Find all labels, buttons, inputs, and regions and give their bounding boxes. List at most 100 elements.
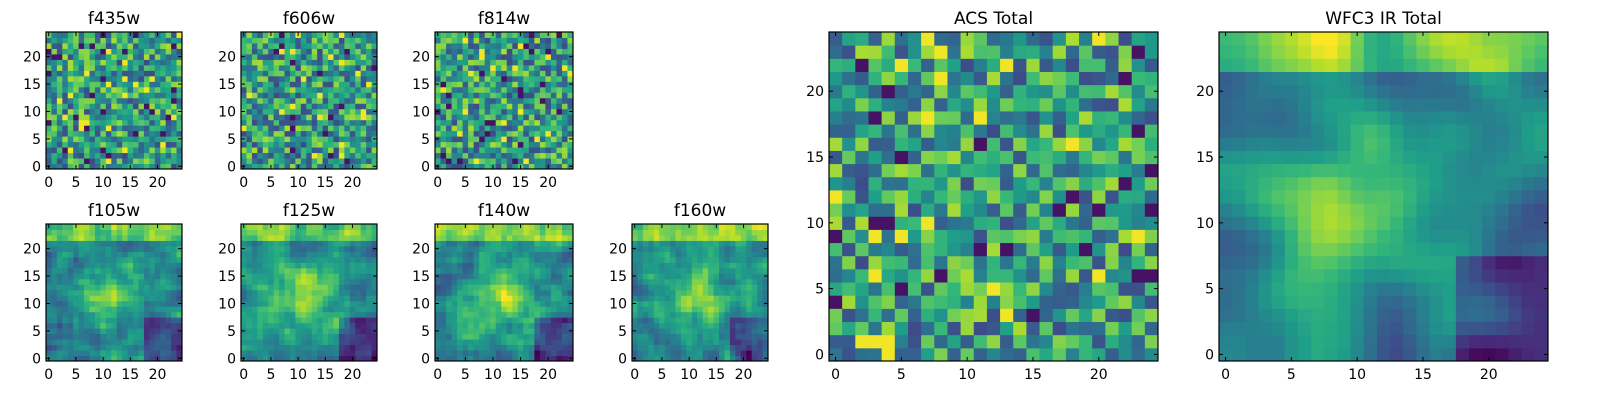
heatmap-cell: [338, 70, 345, 77]
heatmap-cell: [143, 64, 150, 71]
heatmap-cell: [724, 278, 731, 285]
heatmap-cell: [517, 48, 524, 55]
heatmap-cell: [642, 240, 649, 247]
heatmap-cell: [176, 86, 183, 93]
heatmap-cell: [84, 344, 91, 351]
heatmap-cell: [56, 64, 63, 71]
heatmap-cell: [648, 289, 655, 296]
heatmap-cell: [273, 81, 280, 88]
heatmap-cell: [349, 339, 356, 346]
heatmap-cell: [273, 289, 280, 296]
heatmap-cell: [473, 333, 480, 340]
heatmap-cell: [149, 322, 156, 329]
heatmap-cell: [457, 328, 464, 335]
heatmap-cell: [51, 86, 58, 93]
heatmap-cell: [451, 322, 458, 329]
heatmap-cell: [116, 136, 123, 143]
heatmap-cell: [257, 295, 264, 302]
heatmap-cell: [333, 350, 340, 357]
heatmap-cell: [111, 141, 118, 148]
heatmap-cell: [462, 103, 469, 110]
heatmap-cell: [100, 42, 107, 49]
heatmap-cell: [528, 147, 535, 154]
heatmap-cell: [1079, 163, 1093, 178]
heatmap-cell: [523, 229, 530, 236]
heatmap-cell: [51, 147, 58, 154]
heatmap-cell: [127, 81, 134, 88]
heatmap-cell: [51, 295, 58, 302]
heatmap-cell: [484, 130, 491, 137]
heatmap-cell: [94, 339, 101, 346]
heatmap-cell: [328, 251, 334, 258]
heatmap-cell: [366, 97, 373, 104]
heatmap-cell: [279, 289, 286, 296]
heatmap-cell: [94, 344, 101, 351]
heatmap-cell: [506, 141, 513, 148]
heatmap-cell: [556, 103, 563, 110]
heatmap-cell: [111, 284, 118, 291]
heatmap-cell: [273, 251, 280, 258]
heatmap-cell: [333, 355, 340, 362]
heatmap-cell: [762, 251, 769, 258]
heatmap-cell: [279, 278, 286, 285]
heatmap-cell: [171, 37, 178, 44]
heatmap-cell: [366, 64, 373, 71]
heatmap-cell: [517, 328, 524, 335]
heatmap-cell: [501, 278, 508, 285]
heatmap-cell: [501, 53, 508, 60]
heatmap-cell: [355, 48, 362, 55]
heatmap-cell: [545, 300, 552, 307]
heatmap-cell: [257, 70, 264, 77]
heatmap-cell: [512, 322, 519, 329]
heatmap-cell: [241, 251, 247, 258]
heatmap-cell: [934, 255, 948, 270]
heatmap-cell: [632, 284, 638, 291]
heatmap-cell: [349, 322, 356, 329]
heatmap-cell: [355, 114, 362, 121]
heatmap-cell: [328, 278, 334, 285]
heatmap-cell: [556, 317, 563, 324]
heatmap-cell: [122, 224, 129, 230]
heatmap-cell: [268, 158, 275, 165]
heatmap-cell: [550, 317, 557, 324]
heatmap-cell: [501, 97, 508, 104]
heatmap-cell: [691, 317, 698, 324]
heatmap-cell: [311, 306, 318, 313]
heatmap-cell: [268, 97, 275, 104]
heatmap-cell: [73, 59, 80, 66]
heatmap-cell: [545, 295, 552, 302]
heatmap-cell: [349, 81, 356, 88]
heatmap-cell: [642, 229, 649, 236]
heatmap-cell: [670, 339, 677, 346]
heatmap-cell: [670, 278, 677, 285]
heatmap-cell: [446, 130, 453, 137]
heatmap-cell: [371, 284, 378, 291]
heatmap-cell: [246, 322, 253, 329]
heatmap-cell: [46, 295, 52, 302]
heatmap-cell: [829, 295, 843, 309]
heatmap-cell: [451, 119, 458, 126]
heatmap-cell: [735, 322, 742, 329]
heatmap-cell: [257, 306, 264, 313]
heatmap-cell: [105, 119, 112, 126]
heatmap-cell: [648, 278, 655, 285]
heatmap-cell: [143, 229, 150, 236]
heatmap-cell: [561, 256, 568, 263]
heatmap-cell: [284, 32, 291, 38]
heatmap-cell: [490, 53, 497, 60]
heatmap-cell: [262, 245, 269, 252]
heatmap-cell: [100, 114, 107, 121]
heatmap-cell: [440, 92, 447, 99]
heatmap-cell: [907, 308, 922, 323]
heatmap-cell: [762, 284, 769, 291]
heatmap-cell: [653, 322, 660, 329]
heatmap-cell: [986, 203, 1001, 217]
heatmap-cell: [1079, 308, 1093, 323]
heatmap-cell: [279, 103, 286, 110]
heatmap-cell: [149, 136, 156, 143]
heatmap-cell: [484, 152, 491, 159]
heatmap-cell: [273, 339, 280, 346]
heatmap-cell: [670, 262, 677, 269]
heatmap-cell: [366, 262, 373, 269]
heatmap-cell: [479, 92, 486, 99]
